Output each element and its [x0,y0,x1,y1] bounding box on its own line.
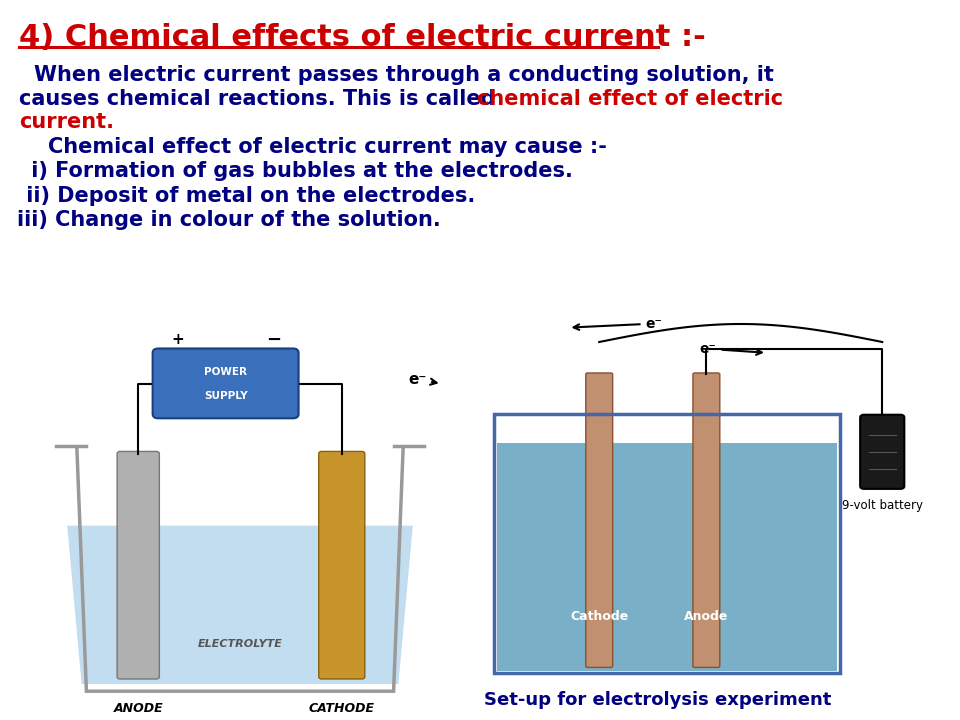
Text: iii) Change in colour of the solution.: iii) Change in colour of the solution. [17,210,441,230]
Text: e⁻: e⁻ [408,372,437,387]
Text: 4) Chemical effects of electric current :-: 4) Chemical effects of electric current … [19,23,706,52]
Bar [497,443,837,671]
FancyBboxPatch shape [117,451,159,679]
Text: +: + [171,333,184,347]
Text: POWER: POWER [204,367,247,377]
Polygon shape [67,526,413,684]
FancyBboxPatch shape [153,348,299,418]
Text: Anode: Anode [684,610,729,623]
Text: ELECTROLYTE: ELECTROLYTE [198,639,282,649]
Text: ii) Deposit of metal on the electrodes.: ii) Deposit of metal on the electrodes. [19,186,475,206]
Text: CATHODE: CATHODE [309,702,374,715]
Text: Cathode: Cathode [570,610,629,623]
FancyBboxPatch shape [693,373,720,667]
Text: SUPPLY: SUPPLY [204,391,248,400]
Text: −: − [266,330,281,348]
Bar [494,414,840,673]
FancyBboxPatch shape [586,373,612,667]
Text: current.: current. [19,112,114,132]
FancyBboxPatch shape [319,451,365,679]
Text: e⁻: e⁻ [574,317,662,330]
Text: i) Formation of gas bubbles at the electrodes.: i) Formation of gas bubbles at the elect… [24,161,573,181]
Text: Set-up for electrolysis experiment: Set-up for electrolysis experiment [484,691,831,709]
Text: causes chemical reactions. This is called: causes chemical reactions. This is calle… [19,89,503,109]
Text: Chemical effect of electric current may cause :-: Chemical effect of electric current may … [48,137,607,157]
Text: chemical effect of electric: chemical effect of electric [477,89,783,109]
Text: 9-volt battery: 9-volt battery [842,499,923,512]
Text: e⁻: e⁻ [700,342,761,356]
Text: ANODE: ANODE [113,702,163,715]
FancyBboxPatch shape [860,415,904,489]
Text: When electric current passes through a conducting solution, it: When electric current passes through a c… [34,65,774,85]
